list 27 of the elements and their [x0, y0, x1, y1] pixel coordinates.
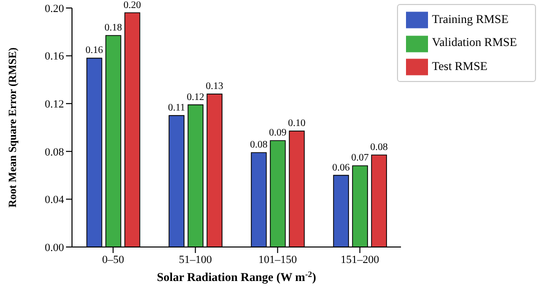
y-axis-title: Root Mean Square Error (RMSE): [6, 47, 19, 208]
data-label: 0.11: [168, 102, 186, 114]
y-tick-label: 0.16: [44, 50, 64, 63]
legend-label: Test RMSE: [432, 58, 488, 72]
legend-label: Training RMSE: [432, 12, 509, 26]
data-label: 0.08: [370, 142, 388, 153]
data-label: 0.12: [186, 92, 204, 103]
y-tick-label: 0.20: [44, 2, 64, 15]
y-tick-label: 0.00: [44, 242, 64, 254]
x-tick-label: 151–200: [340, 254, 380, 266]
data-label: 0.09: [269, 128, 287, 139]
data-label: 0.20: [124, 0, 142, 11]
y-tick-label: 0.04: [44, 194, 64, 206]
data-label: 0.06: [332, 162, 350, 174]
data-label: 0.08: [250, 140, 268, 151]
x-tick-label: 0–50: [102, 254, 125, 266]
x-tick-label: 101–150: [258, 254, 298, 266]
x-tick-label: 51–100: [178, 254, 212, 266]
y-tick-label: 0.12: [44, 98, 64, 111]
data-label: 0.13: [206, 81, 224, 92]
data-label: 0.18: [104, 22, 122, 34]
data-label: 0.16: [86, 45, 104, 56]
data-label: 0.10: [288, 118, 306, 130]
legend-label: Validation RMSE: [432, 35, 517, 50]
data-label: 0.07: [351, 152, 369, 164]
y-tick-label: 0.08: [44, 146, 64, 158]
x-axis-title: Solar Radiation Range (W m$^{-2}$): [156, 270, 316, 284]
